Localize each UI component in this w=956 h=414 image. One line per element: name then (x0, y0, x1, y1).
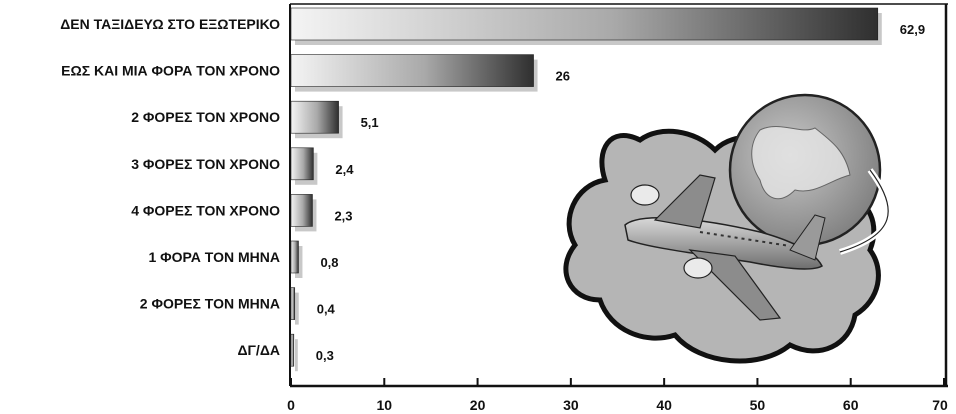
bar-shadow (295, 339, 298, 372)
x-tick-label: 10 (376, 397, 392, 413)
value-label: 0,3 (316, 348, 334, 363)
value-label: 0,4 (317, 302, 336, 317)
airplane-engine-top (630, 184, 660, 206)
airplane-tail (789, 214, 826, 261)
bar (290, 147, 314, 181)
globe-orbit-line (839, 169, 889, 253)
category-label: ΔΓ/ΔΑ (237, 342, 280, 358)
value-label: 0,8 (320, 255, 338, 270)
plot-frame (289, 3, 948, 388)
globe-continent (751, 125, 851, 200)
value-label: 2,3 (334, 208, 352, 223)
x-tick-label: 50 (750, 397, 766, 413)
bar (290, 333, 295, 367)
bar (290, 287, 296, 320)
category-label: 3 ΦΟΡΕΣ ΤΟΝ ΧΡΟΝΟ (131, 156, 280, 172)
x-tick-label: 30 (563, 397, 579, 413)
bar-shadow (295, 292, 299, 325)
category-label: 2 ΦΟΡΕΣ ΤΟΝ ΜΗΝΑ (140, 296, 280, 312)
bar (290, 100, 339, 134)
category-label: 4 ΦΟΡΕΣ ΤΟΝ ΧΡΟΝΟ (131, 202, 280, 218)
category-label: ΕΩΣ ΚΑΙ ΜΙΑ ΦΟΡΑ ΤΟΝ ΧΡΟΝΟ (61, 63, 280, 79)
category-label: ΔΕΝ ΤΑΞΙΔΕΥΩ ΣΤΟ ΕΞΩΤΕΡΙΚΟ (60, 16, 280, 32)
x-tick-label: 70 (932, 397, 948, 413)
airplane-engine-bottom (683, 257, 713, 279)
value-label: 26 (556, 69, 570, 84)
value-label: 2,4 (335, 162, 354, 177)
bar (290, 54, 534, 87)
category-labels: ΔΕΝ ΤΑΞΙΔΕΥΩ ΣΤΟ ΕΞΩΤΕΡΙΚΟ ΕΩΣ ΚΑΙ ΜΙΑ ΦΟ… (60, 16, 280, 358)
bar (290, 7, 879, 41)
x-axis-ticks: 0 10 20 30 40 50 60 70 (287, 378, 948, 413)
airplane-windows (699, 231, 791, 247)
category-label: 1 ΦΟΡΑ ΤΟΝ ΜΗΝΑ (148, 249, 280, 265)
x-tick-label: 40 (656, 397, 672, 413)
value-labels: 62,9 26 5,1 2,4 2,3 0,8 0,4 0,3 (316, 22, 925, 363)
category-label: 2 ΦΟΡΕΣ ΤΟΝ ΧΡΟΝΟ (131, 109, 280, 125)
x-tick-label: 0 (287, 397, 295, 413)
bars-group (290, 7, 882, 372)
bar (290, 194, 313, 227)
x-tick-label: 20 (470, 397, 486, 413)
value-label: 5,1 (361, 115, 379, 130)
airplane-upper-wing (653, 174, 716, 229)
x-tick-label: 60 (843, 397, 859, 413)
bar (290, 240, 299, 274)
value-label: 62,9 (900, 22, 925, 37)
travel-illustration (563, 93, 892, 364)
airplane-icon (624, 174, 826, 321)
